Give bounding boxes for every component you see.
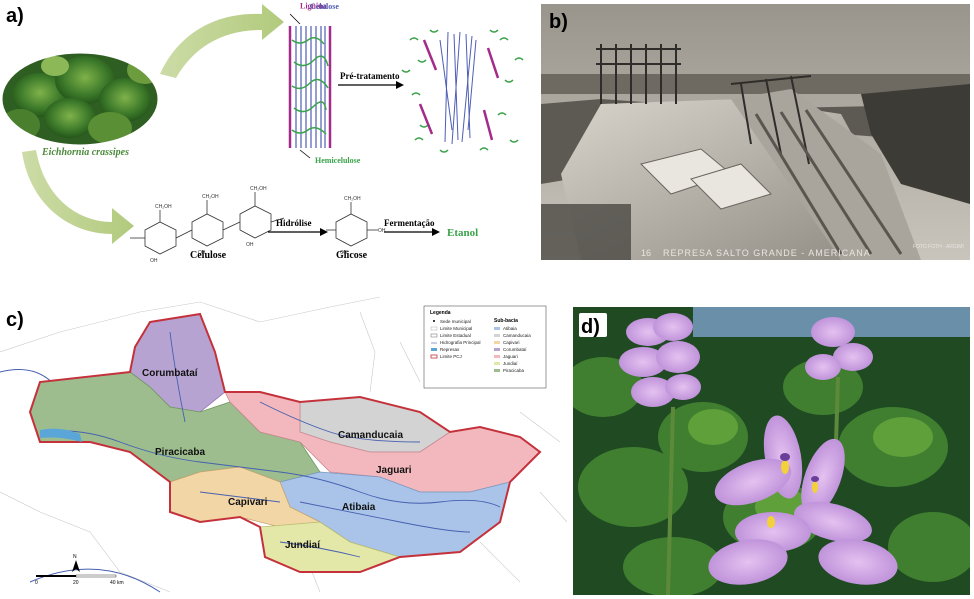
glicose-label: Glicose [336, 250, 368, 261]
svg-text:Atibaia: Atibaia [503, 326, 517, 331]
basin-map: Corumbataí Piracicaba Camanducaia Jaguar… [0, 292, 567, 599]
panel-c-pcj-map: Corumbataí Piracicaba Camanducaia Jaguar… [0, 292, 567, 599]
scale-bar: 0 20 40 km [35, 574, 124, 586]
label-piracicaba: Piracicaba [155, 447, 205, 458]
svg-text:20: 20 [73, 580, 79, 586]
svg-text:CH₂OH: CH₂OH [202, 194, 219, 200]
panel-b-label: b) [549, 11, 568, 33]
plant-caption: Eichhornia crassipes [41, 147, 129, 158]
lignina-label: Lignina [300, 2, 327, 11]
svg-text:CH₂OH: CH₂OH [344, 196, 361, 202]
curved-arrow-up [160, 4, 284, 78]
label-atibaia: Atibaia [342, 502, 376, 513]
map-legend: Legenda Sub-bacia Sede municipal Limite … [423, 305, 547, 389]
label-jundiai: Jundiaí [285, 540, 321, 551]
svg-text:Sede municipal: Sede municipal [440, 319, 471, 324]
curved-arrow-down [22, 150, 134, 244]
pretreated-structure [401, 29, 524, 153]
water-hyacinth-photo [2, 53, 158, 145]
svg-text:Limite Estadual: Limite Estadual [440, 333, 471, 338]
cellulose-molecule [130, 192, 285, 255]
svg-text:OH: OH [378, 228, 386, 234]
municipal-lines [0, 296, 567, 593]
panel-d-label-box: d) [579, 313, 607, 338]
etanol-label: Etanol [447, 227, 478, 239]
celulose-label: Celulose [190, 250, 227, 261]
glucose-molecule [326, 202, 378, 247]
rivers [39, 331, 501, 558]
svg-text:0: 0 [35, 580, 38, 586]
svg-text:OH: OH [198, 250, 206, 256]
north-arrow: N [72, 554, 80, 572]
svg-text:OH: OH [150, 258, 158, 262]
svg-text:Represas: Represas [440, 347, 460, 352]
pretreatment-label: Pré-tratamento [340, 71, 400, 81]
svg-text:Jaguari: Jaguari [503, 354, 518, 359]
panel-a-biomass-process: a) Eichhornia crassipes Pré-tratamento L… [0, 0, 540, 262]
hidrolise-label: Hidrólise [276, 218, 312, 228]
svg-text:Capivari: Capivari [503, 340, 520, 345]
svg-text:Piracicaba: Piracicaba [503, 368, 525, 373]
svg-text:Limite PCJ: Limite PCJ [440, 354, 462, 359]
svg-text:Camanducaia: Camanducaia [503, 333, 531, 338]
panel-a-label: a) [6, 5, 24, 27]
fermentacao-label: Fermentação [384, 218, 435, 228]
svg-text:Jundiaí: Jundiaí [503, 361, 518, 366]
svg-text:OH: OH [246, 242, 254, 248]
label-corumbatai: Corumbataí [142, 368, 199, 379]
svg-text:Legenda: Legenda [430, 310, 451, 316]
photo-caption: REPRESA SALTO GRANDE - AMERICANA [663, 248, 871, 258]
cellulose-atom-labels: CH₂OH CH₂OH CH₂OH OH OH OH [150, 186, 267, 262]
dam-photo: b) 16 REPRESA SALTO GRANDE - AMERICANA F… [541, 4, 970, 260]
panel-b-dam-photo: b) 16 REPRESA SALTO GRANDE - AMERICANA F… [541, 4, 970, 260]
svg-text:Corumbataí: Corumbataí [503, 347, 527, 352]
process-diagram: a) Eichhornia crassipes Pré-tratamento L… [1, 2, 524, 262]
svg-text:CH₂OH: CH₂OH [250, 186, 267, 192]
panel-d-label: d) [581, 316, 600, 338]
label-capivari: Capivari [228, 497, 268, 508]
reservoir [40, 428, 82, 442]
lignocellulose-structure [288, 26, 332, 148]
photo-credit: FOTO FOTH - ARGIMI [913, 244, 964, 250]
svg-text:Hidrografia Principal: Hidrografia Principal [440, 340, 481, 345]
svg-text:N: N [73, 554, 77, 560]
photo-number: 16 [641, 248, 651, 258]
hyacinth-flowers-photo: d) [573, 307, 970, 595]
label-jaguari: Jaguari [376, 465, 412, 476]
pcj-boundary [28, 312, 542, 573]
panel-d-flower-photo: d) [573, 307, 970, 595]
label-camanducaia: Camanducaia [338, 430, 403, 441]
svg-text:Sub-bacia: Sub-bacia [494, 318, 518, 324]
hemicelulose-label: Hemicelulose [315, 156, 361, 165]
svg-text:CH₂OH: CH₂OH [155, 204, 172, 210]
svg-text:Limite Municipal: Limite Municipal [440, 326, 472, 331]
celulose-top-label: Celulose [310, 2, 339, 11]
svg-text:40 km: 40 km [110, 580, 124, 586]
svg-text:OH: OH [340, 250, 348, 256]
panel-c-label: c) [6, 309, 24, 331]
